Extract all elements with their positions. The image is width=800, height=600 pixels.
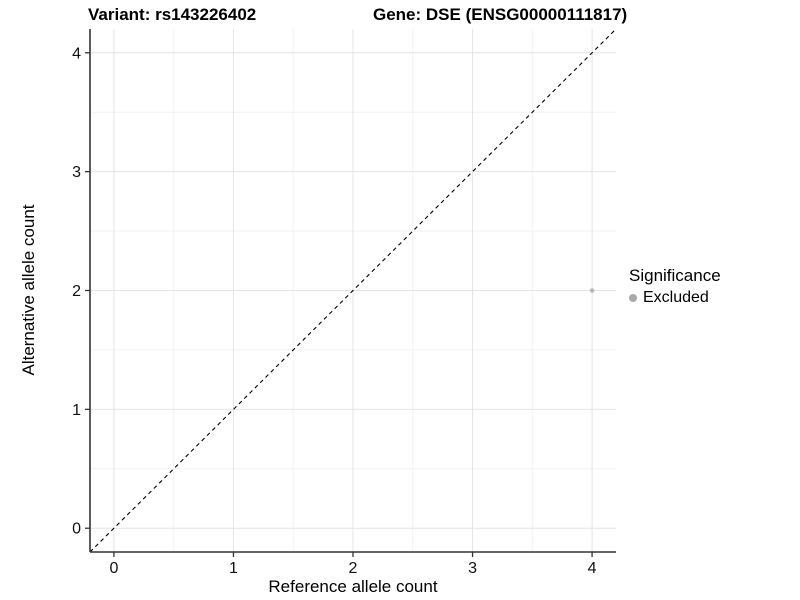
legend-item-excluded: Excluded: [629, 289, 721, 307]
x-tick-label: 3: [468, 560, 477, 577]
plot-title-variant: Variant: rs143226402: [88, 5, 257, 24]
legend-title: Significance: [629, 266, 721, 285]
y-tick-label: 1: [72, 402, 81, 419]
legend-dot-icon: [629, 294, 637, 302]
data-point: [589, 288, 595, 293]
identity-reference-line: [89, 28, 617, 553]
y-tick-label: 0: [72, 521, 81, 538]
y-tick-label: 4: [72, 45, 81, 62]
x-axis-title: Reference allele count: [268, 577, 438, 596]
y-tick-label: 3: [72, 164, 81, 181]
legend: Significance Excluded: [629, 266, 721, 307]
y-axis-title: Alternative allele count: [19, 204, 38, 376]
legend-item-label: Excluded: [643, 289, 709, 306]
x-tick-label: 0: [109, 560, 118, 577]
x-tick-label: 1: [229, 560, 238, 577]
x-tick-label: 2: [349, 560, 358, 577]
y-tick-label: 2: [72, 283, 81, 300]
plot-title-gene: Gene: DSE (ENSG00000111817): [373, 5, 628, 24]
x-tick-label: 4: [588, 560, 597, 577]
